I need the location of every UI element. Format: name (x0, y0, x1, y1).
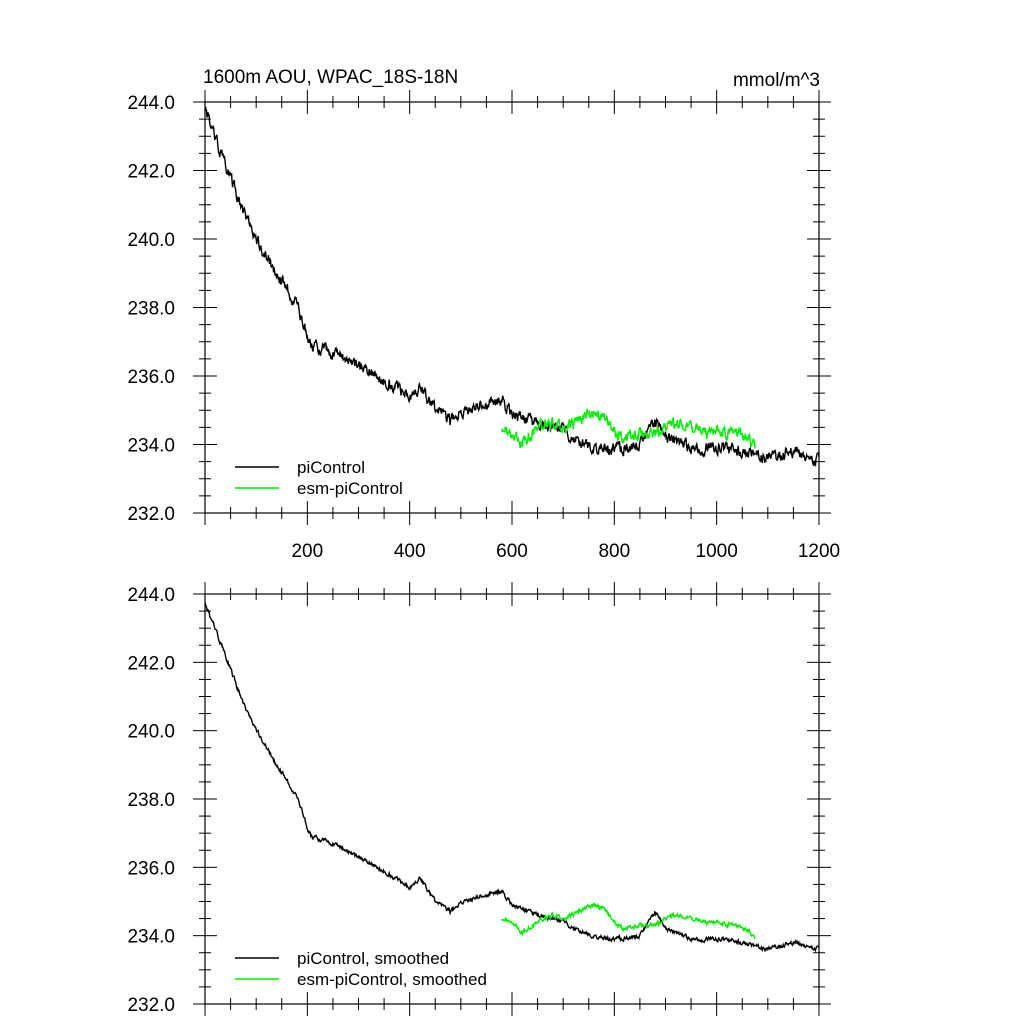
series-line (204, 602, 820, 953)
plot-frame (204, 593, 820, 1005)
y-tick-label: 234.0 (127, 436, 175, 457)
units-label: mmol/m^3 (733, 70, 820, 91)
series-line (501, 902, 756, 940)
y-tick-label: 232.0 (127, 995, 175, 1016)
x-tick-label: 800 (598, 541, 630, 562)
legend-label: esm-piControl, smoothed (297, 970, 487, 989)
series-line (204, 106, 820, 467)
y-tick-label: 240.0 (127, 722, 175, 743)
x-tick-label: 400 (394, 541, 426, 562)
y-tick-label: 240.0 (127, 230, 175, 251)
y-tick-label: 242.0 (127, 162, 175, 183)
y-tick-label: 236.0 (127, 367, 175, 388)
y-tick-label: 232.0 (127, 504, 175, 525)
y-tick-label: 238.0 (127, 299, 175, 320)
y-tick-label: 238.0 (127, 790, 175, 811)
chart-title: 1600m AOU, WPAC_18S-18N (203, 67, 458, 88)
x-tick-label: 200 (291, 541, 323, 562)
y-tick-label: 234.0 (127, 927, 175, 948)
plot-frame (204, 101, 820, 514)
y-tick-label: 236.0 (127, 858, 175, 879)
x-tick-label: 600 (496, 541, 528, 562)
legend-label: esm-piControl (297, 479, 403, 498)
x-tick-label: 1000 (696, 541, 738, 562)
series-line (501, 408, 756, 449)
bottom-panel: 232.0 234.0 236.0 238.0 240.0 242.0 244.0 piCon… (127, 582, 831, 1016)
y-tick-label: 242.0 (127, 653, 175, 674)
x-tick-label: 1200 (798, 541, 840, 562)
y-tick-label: 244.0 (127, 93, 175, 114)
legend-label: piControl, smoothed (297, 949, 449, 968)
legend-label: piControl (297, 458, 365, 477)
top-panel: 1600m AOU, WPAC_18S-18N mmol/m^3 232.0 23… (127, 67, 840, 562)
y-tick-label: 244.0 (127, 585, 175, 606)
